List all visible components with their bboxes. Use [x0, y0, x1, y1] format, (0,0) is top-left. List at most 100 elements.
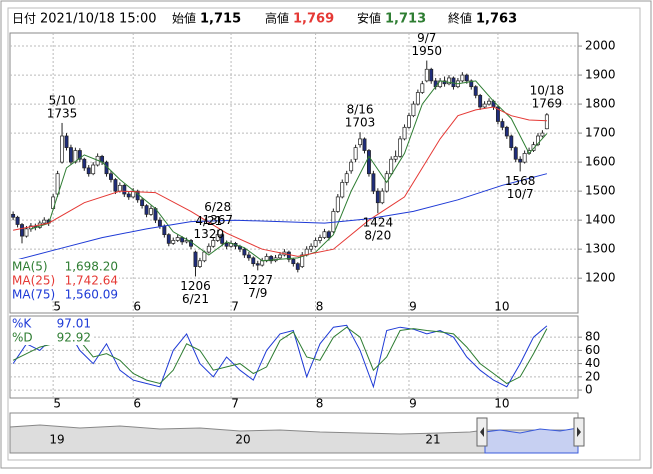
candle-body: [224, 243, 229, 247]
candle-body: [326, 231, 331, 238]
candle-body: [411, 103, 416, 117]
candle-body: [211, 240, 216, 247]
candle-body: [531, 144, 536, 151]
annotation-price: 1568: [505, 174, 536, 188]
candle-body: [117, 184, 122, 192]
candle-body: [375, 190, 380, 204]
header-label: 始値: [172, 11, 196, 26]
candle-body: [197, 260, 202, 267]
x-tick-label: 9: [409, 397, 417, 411]
navigator-label: 21: [425, 433, 440, 447]
x-tick-label: 7: [231, 300, 239, 314]
legend-box: [11, 259, 119, 301]
main-panel: [9, 32, 579, 314]
candle-body: [184, 240, 189, 243]
candle-body: [451, 77, 456, 88]
candle-body: [389, 158, 394, 175]
candle-body: [113, 179, 118, 192]
y-tick-label: 1400: [585, 213, 616, 227]
candle-body: [77, 150, 82, 160]
x-tick-label: 6: [133, 397, 141, 411]
legend-value: 92.92: [57, 331, 91, 345]
y-tick-label: 60: [585, 343, 600, 357]
header-open: 1,715: [200, 12, 241, 27]
x-tick-label: 8: [316, 397, 324, 411]
legend-value: 1,742.64: [65, 274, 118, 288]
x-tick-label: 6: [133, 300, 141, 314]
candle-body: [157, 219, 162, 227]
candle-body: [11, 213, 16, 218]
legend-value: 97.01: [57, 317, 91, 331]
candle-body: [353, 147, 358, 160]
candle-body: [175, 237, 180, 241]
header-low: 1,713: [385, 12, 426, 27]
candle-body: [269, 256, 274, 262]
plot-layer: 1200 1300 1400 1500 1600 1700 1800 1900 2000 5 6 7 8…: [10, 31, 616, 314]
candle-body: [420, 83, 425, 93]
candle-body: [73, 150, 78, 163]
candle-body: [362, 138, 367, 151]
candle-body: [309, 245, 314, 250]
annotation-price: 1227: [242, 273, 273, 287]
header-close: 1,763: [476, 12, 517, 27]
legend-name: %D: [12, 331, 33, 345]
candle-body: [340, 182, 345, 198]
candle-body: [318, 237, 322, 241]
navigator-selection: [484, 427, 579, 454]
annotation-date: 8/20: [364, 229, 391, 243]
header-datetime: 2021/10/18 15:00: [40, 12, 157, 27]
candle-body: [407, 115, 411, 128]
candle-body: [544, 114, 549, 130]
navigator-label: 20: [235, 433, 250, 447]
y-tick-label: 1300: [585, 242, 616, 256]
annotation-date: 10/18: [530, 84, 565, 98]
y-tick-label: 2000: [585, 39, 616, 53]
candle-body: [24, 228, 29, 237]
annotation-price: 1424: [363, 216, 394, 230]
candle-body: [495, 106, 500, 122]
navigator-label: 19: [49, 433, 64, 447]
candle-body: [371, 173, 376, 192]
legend-value: 1,560.09: [65, 288, 118, 302]
candle-body: [109, 173, 113, 180]
candle-body: [251, 257, 256, 265]
x-tick-label: 5: [53, 397, 61, 411]
candle-body: [513, 147, 518, 160]
annotation-date: 5/10: [49, 93, 76, 107]
y-tick-label: 20: [585, 369, 600, 383]
y-tick-label: 1800: [585, 97, 616, 111]
legend-name: MA(25): [12, 274, 55, 288]
candle-body: [86, 167, 91, 175]
annotation-price: 1206: [180, 279, 211, 293]
candle-body: [202, 251, 207, 262]
candle-body: [140, 199, 145, 206]
x-tick-label: 5: [53, 300, 61, 314]
candle-body: [206, 245, 211, 253]
legend-name: %K: [12, 317, 32, 331]
ma-line: [30, 80, 548, 262]
annotation-date: 8/16: [347, 103, 374, 117]
candle-body: [447, 77, 451, 85]
candle-body: [246, 254, 251, 259]
candle-body: [504, 126, 509, 137]
candle-body: [64, 135, 69, 148]
y-tick-label: 1700: [585, 126, 616, 140]
candle-body: [278, 254, 282, 259]
candle-body: [335, 196, 340, 212]
candle-body: [469, 80, 474, 88]
candle-body: [68, 147, 73, 163]
handle-arrow: [480, 427, 484, 437]
annotation-price: 1320: [194, 227, 225, 241]
annotation-date: 4/21: [195, 214, 222, 228]
candle-body: [398, 138, 403, 157]
candle-body: [180, 237, 185, 243]
y-tick-label: 80: [585, 330, 600, 344]
annotation-price: 1367: [202, 213, 233, 227]
candle-body: [322, 231, 327, 238]
candle-body: [482, 103, 487, 108]
candle-body: [402, 126, 407, 140]
annotation-price: 1950: [411, 44, 442, 58]
y-tick-label: 0: [585, 383, 593, 397]
annotation-price: 1769: [532, 97, 563, 111]
